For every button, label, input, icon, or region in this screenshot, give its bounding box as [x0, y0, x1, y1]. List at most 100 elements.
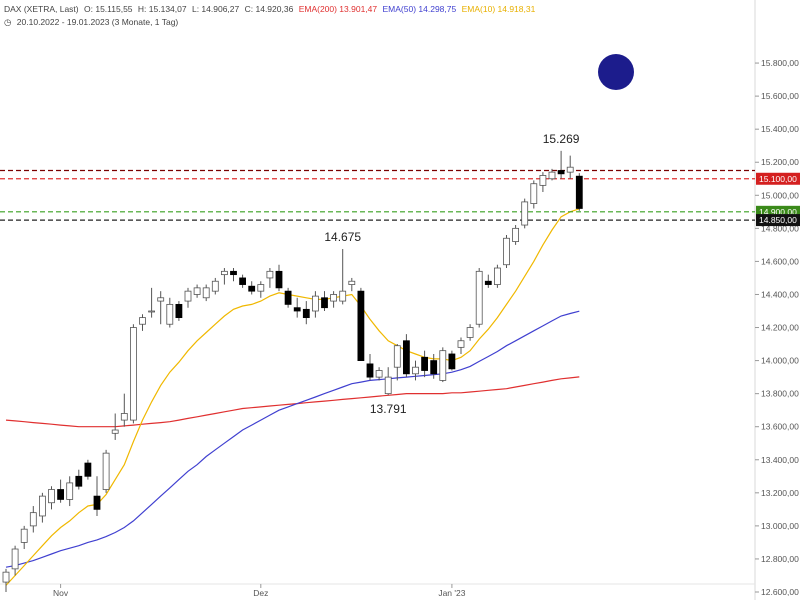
ema200-line: [5, 376, 580, 428]
y-tick-label: 15.400,00: [761, 124, 799, 134]
y-tick-label: 13.800,00: [761, 389, 799, 399]
y-tick-label: 15.600,00: [761, 91, 799, 101]
y-tick-label: 14.200,00: [761, 323, 799, 333]
candle-body: [293, 307, 301, 312]
marker-circle: [598, 54, 634, 90]
candle-body: [448, 353, 456, 370]
x-tick-label: Dez: [253, 588, 268, 598]
candle-body: [484, 280, 492, 285]
ema-lines: [5, 208, 580, 586]
candle-body: [57, 489, 64, 500]
candle-body: [120, 413, 128, 421]
price-annotation: 14.675: [324, 230, 361, 244]
candle-body: [129, 327, 137, 421]
candle-body: [139, 317, 146, 325]
candle-body: [439, 350, 447, 381]
y-tick-label: 13.400,00: [761, 455, 799, 465]
candle-body: [503, 237, 510, 266]
candle-body: [339, 290, 347, 302]
candle-body: [539, 175, 547, 186]
candle-body: [239, 277, 247, 285]
candle-body: [11, 548, 19, 570]
candle-body: [375, 370, 383, 378]
price-annotation: 13.791: [370, 402, 407, 416]
candle-body: [330, 294, 338, 302]
candle-body: [48, 489, 55, 504]
candle-body: [230, 270, 237, 276]
ema50-legend: EMA(50) 14.298,75: [382, 4, 457, 14]
header-line-1: DAX (XETRA, Last) O: 15.115,55 H: 15.134…: [4, 4, 538, 14]
x-tick-label: Jan '23: [438, 588, 465, 598]
y-tick-label: 15.200,00: [761, 157, 799, 167]
candle-body: [148, 310, 156, 313]
candle-body: [257, 284, 265, 292]
candle-body: [211, 280, 219, 292]
candle-body: [530, 183, 538, 204]
y-tick-label: 12.600,00: [761, 587, 799, 597]
candle-body: [2, 571, 10, 583]
y-tick-label: 13.200,00: [761, 488, 799, 498]
price-tag: [756, 214, 800, 227]
clock-icon: ◷: [4, 17, 12, 27]
candle-body: [166, 303, 174, 325]
open-value: O: 15.115,55: [84, 4, 133, 14]
y-tick-label: 14.800,00: [761, 223, 799, 233]
instrument-name: DAX (XETRA, Last): [4, 4, 79, 14]
candle-body: [66, 482, 74, 500]
price-tag: [756, 172, 800, 185]
candle-body: [421, 356, 429, 371]
y-tick-label: 13.600,00: [761, 422, 799, 432]
candle-body: [521, 201, 529, 226]
header-line-2: ◷ 20.10.2022 - 19.01.2023 (3 Monate, 1 T…: [4, 17, 181, 28]
candle-body: [29, 512, 37, 527]
y-tick-label: 15.800,00: [761, 58, 799, 68]
candle-body: [430, 360, 438, 375]
candle-body: [102, 452, 110, 490]
x-tick-label: Nov: [53, 588, 69, 598]
candle-body: [557, 170, 565, 175]
candle-body: [39, 495, 46, 517]
candle-body: [157, 297, 165, 302]
candle-body: [220, 270, 228, 276]
ema10-line: [5, 208, 580, 586]
candle-body: [566, 166, 574, 173]
candle-body: [402, 340, 410, 375]
candle-body: [302, 308, 310, 319]
candle-body: [311, 295, 319, 312]
low-value: L: 14.906,27: [191, 4, 240, 14]
candle-body: [475, 270, 483, 325]
price-tag-label: 14.900,00: [759, 207, 797, 217]
price-tag-label: 14.850,00: [759, 215, 797, 225]
candle-body: [321, 297, 328, 309]
close-value: C: 14.920,36: [244, 4, 294, 14]
candle-body: [548, 171, 556, 180]
horizontal-levels: [0, 169, 755, 221]
candle-body: [384, 376, 392, 395]
date-range: 20.10.2022 - 19.01.2023 (3 Monate, 1 Tag…: [16, 17, 179, 27]
candles: [2, 150, 583, 592]
high-value: H: 15.134,07: [137, 4, 187, 14]
candle-body: [84, 462, 92, 477]
candle-body: [202, 287, 210, 299]
candle-body: [493, 267, 501, 285]
candle-body: [412, 366, 419, 375]
candle-body: [93, 495, 101, 510]
candle-body: [393, 345, 401, 368]
y-tick-label: 13.000,00: [761, 521, 799, 531]
price-annotation: 15.269: [543, 132, 580, 146]
candle-body: [75, 475, 83, 487]
candle-body: [512, 227, 519, 242]
y-tick-label: 12.800,00: [761, 554, 799, 564]
candle-body: [184, 290, 192, 302]
candle-body: [348, 280, 356, 285]
candle-body: [248, 285, 256, 292]
candle-body: [20, 528, 28, 543]
y-tick-label: 14.400,00: [761, 289, 799, 299]
candle-body: [193, 287, 201, 295]
candle-body: [275, 270, 283, 289]
candle-body: [175, 303, 183, 319]
annotations: 14.675 13.791 15.269: [324, 132, 579, 416]
